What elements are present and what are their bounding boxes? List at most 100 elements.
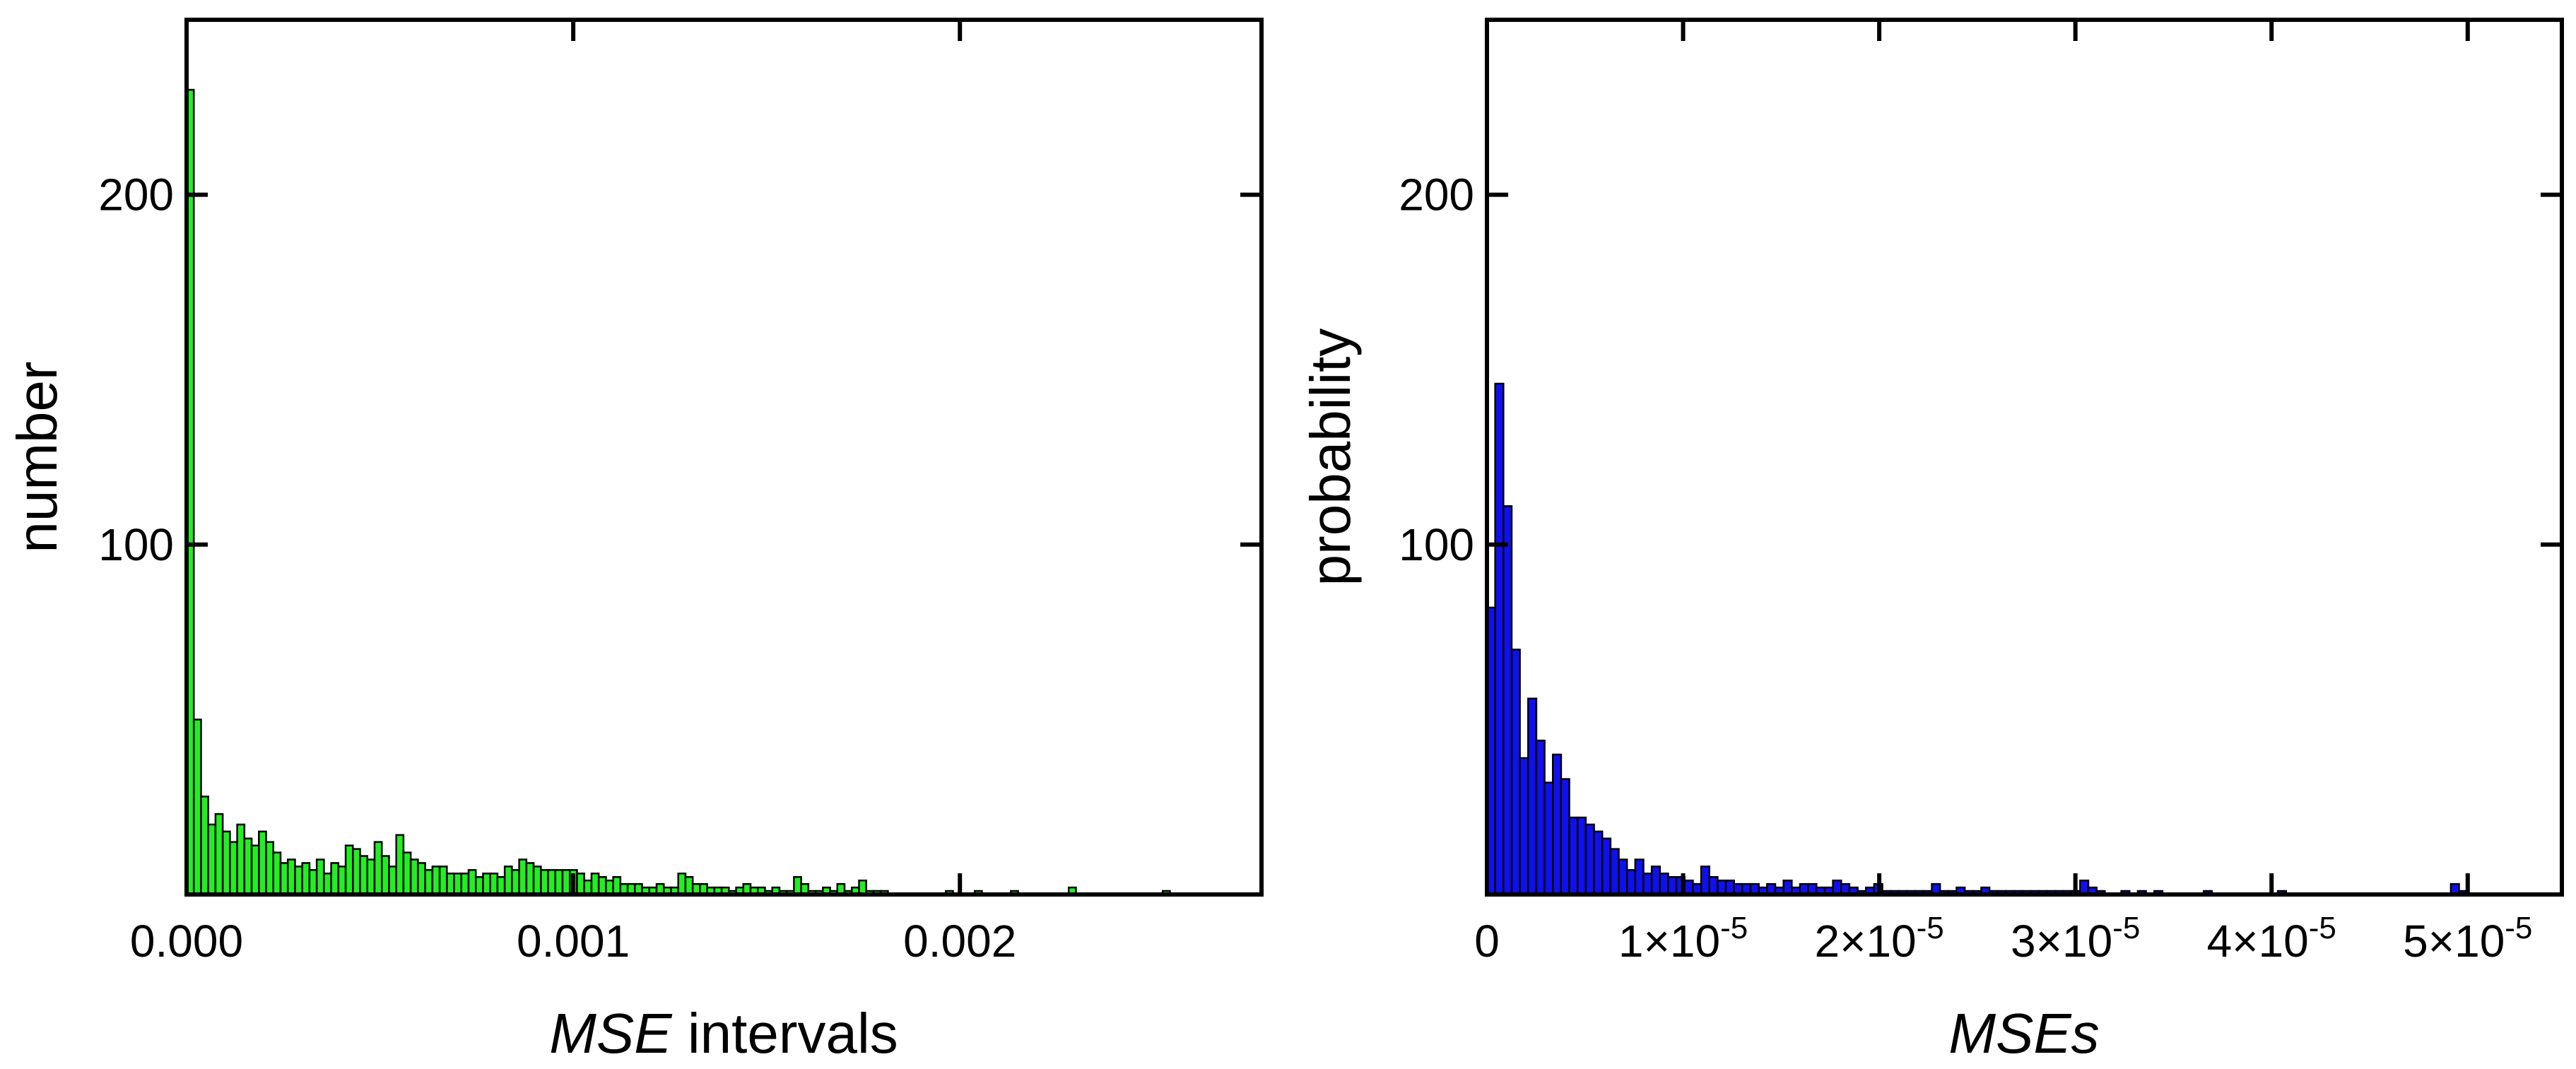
histogram-bar xyxy=(1494,382,1505,896)
y-axis-label: probability xyxy=(1299,329,1362,586)
histogram-bar xyxy=(323,873,332,896)
histogram-bar xyxy=(1584,823,1595,896)
histogram-bar xyxy=(431,866,441,896)
histogram-bar xyxy=(438,866,448,896)
histogram-bar xyxy=(207,823,217,896)
histogram-bar xyxy=(330,862,340,896)
plot-frame xyxy=(184,18,1264,897)
histogram-bar xyxy=(352,848,361,896)
histogram-bar xyxy=(1519,757,1529,896)
histogram-bar xyxy=(424,869,434,896)
histogram-bar xyxy=(1659,873,1669,896)
histogram-panel-mses: 0 1×10-5 2×10-5 3×10-5 4×10-5 5×10-5 100 200 pr… xyxy=(1299,18,2564,1065)
histogram-bar xyxy=(540,869,549,896)
histogram-bar xyxy=(243,837,253,896)
x-tick-label: 0.002 xyxy=(903,916,1016,967)
histogram-bar xyxy=(576,873,585,896)
histogram-bar xyxy=(1576,816,1587,896)
histogram-bar xyxy=(1593,830,1604,896)
axis-tick-labels: 0 1×10-5 2×10-5 3×10-5 4×10-5 5×10-5 100 200 xyxy=(1399,170,2532,967)
histogram-bar xyxy=(236,823,246,896)
y-tick-label: 100 xyxy=(98,519,174,570)
histogram-bar xyxy=(475,875,484,896)
histogram-bar xyxy=(453,873,463,896)
histogram-bar xyxy=(1642,873,1653,896)
x-axis-label: MSE intervals xyxy=(549,1002,898,1065)
histogram-bar xyxy=(315,858,325,896)
y-tick-label: 100 xyxy=(1399,519,1474,570)
histogram-bar xyxy=(344,844,354,896)
axis-tick-labels: 0.000 0.001 0.002 100 200 xyxy=(98,170,1016,967)
histogram-bar xyxy=(554,869,564,896)
x-tick-label: 2×10-5 xyxy=(1814,911,1943,967)
histogram-bar xyxy=(547,869,557,896)
x-axis-label-italic: MSEs xyxy=(1948,1002,2099,1065)
histogram-bar xyxy=(1650,866,1662,896)
histogram-bar xyxy=(446,873,455,896)
histogram-bar xyxy=(1708,875,1719,896)
histogram-panel-mse-intervals: 0.000 0.001 0.002 100 200 number MSE interva… xyxy=(6,18,1264,1065)
histogram-bar xyxy=(612,875,622,896)
histogram-bar xyxy=(677,873,687,896)
histogram-bar xyxy=(1560,778,1570,896)
histogram-bar xyxy=(1535,739,1546,896)
histogram-bar xyxy=(229,841,238,896)
y-axis-label: number xyxy=(6,361,69,553)
axis-ticks xyxy=(187,20,1261,894)
histogram-bar xyxy=(511,869,520,896)
histogram-bar xyxy=(359,855,369,896)
plot-frame xyxy=(1485,18,2564,897)
histogram-bar xyxy=(525,862,535,896)
histogram-bar xyxy=(561,869,571,896)
histogram-bar xyxy=(1502,505,1513,896)
histogram-bar xyxy=(1625,869,1637,896)
histogram-bar xyxy=(286,858,296,896)
histogram-bar xyxy=(518,858,528,896)
histogram-bar xyxy=(258,830,267,896)
x-tick-label: 3×10-5 xyxy=(2011,911,2140,967)
histogram-bar xyxy=(308,869,318,896)
histogram-bar xyxy=(1700,866,1711,896)
x-tick-label: 5×10-5 xyxy=(2403,911,2532,967)
histogram-bar xyxy=(496,875,506,896)
histogram-bar xyxy=(221,830,231,896)
histogram-bar xyxy=(1618,858,1628,896)
histogram-bar xyxy=(1568,816,1579,896)
histogram-bar xyxy=(192,719,202,896)
x-tick-label: 4×10-5 xyxy=(2207,911,2336,967)
histogram-bar xyxy=(1634,858,1645,896)
histogram-bar xyxy=(272,851,282,896)
histogram-bar xyxy=(467,869,477,896)
histogram-bar xyxy=(1543,781,1554,896)
histogram-bar xyxy=(597,875,607,896)
histogram-bar xyxy=(409,858,419,896)
histogram-bar xyxy=(1667,875,1678,896)
histogram-bar xyxy=(489,873,499,896)
histogram-bar xyxy=(265,841,275,896)
x-axis-label: MSEs xyxy=(1948,1002,2099,1065)
x-tick-label: 0.000 xyxy=(130,916,243,967)
histogram-bar xyxy=(279,862,289,896)
histogram-bar xyxy=(1609,848,1620,896)
x-tick-label: 1×10-5 xyxy=(1618,911,1748,967)
x-tick-label: 0 xyxy=(1474,916,1500,967)
histogram-bar xyxy=(532,866,542,896)
histogram-bar xyxy=(380,855,390,896)
histogram-bar xyxy=(1552,753,1563,896)
histogram-bar xyxy=(395,834,405,896)
y-tick-label: 200 xyxy=(98,170,174,220)
histogram-bars xyxy=(185,88,1171,896)
histogram-bar xyxy=(337,866,347,896)
histogram-bar xyxy=(402,851,412,896)
histogram-bar xyxy=(793,875,802,896)
histogram-bar xyxy=(503,866,513,896)
histogram-bar xyxy=(373,841,383,896)
histogram-bar xyxy=(590,873,600,896)
histogram-bar xyxy=(417,862,426,896)
histogram-bar xyxy=(684,875,694,896)
histogram-bar xyxy=(250,844,260,896)
histogram-bar xyxy=(1601,837,1612,896)
histogram-bar xyxy=(482,873,491,896)
x-axis-label-rest: intervals xyxy=(672,1002,898,1065)
